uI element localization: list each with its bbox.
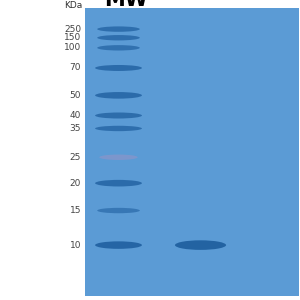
Text: KDa: KDa <box>64 2 82 10</box>
Text: 25: 25 <box>70 153 81 162</box>
Text: 250: 250 <box>64 25 81 34</box>
Text: 70: 70 <box>70 64 81 73</box>
Ellipse shape <box>97 26 140 32</box>
Ellipse shape <box>97 208 140 213</box>
Ellipse shape <box>95 65 142 71</box>
Text: 150: 150 <box>64 33 81 42</box>
Text: 40: 40 <box>70 111 81 120</box>
Ellipse shape <box>97 45 140 50</box>
Ellipse shape <box>95 126 142 131</box>
Ellipse shape <box>95 112 142 118</box>
Text: 20: 20 <box>70 179 81 188</box>
Text: 15: 15 <box>70 206 81 215</box>
Text: 50: 50 <box>70 91 81 100</box>
Text: 100: 100 <box>64 43 81 52</box>
Text: MW: MW <box>104 0 148 11</box>
Ellipse shape <box>175 240 226 250</box>
Text: 35: 35 <box>70 124 81 133</box>
Ellipse shape <box>95 92 142 99</box>
Ellipse shape <box>95 180 142 187</box>
Ellipse shape <box>97 35 140 40</box>
Bar <box>85 8 298 296</box>
Ellipse shape <box>95 241 142 249</box>
Text: 10: 10 <box>70 241 81 250</box>
Ellipse shape <box>99 154 138 160</box>
